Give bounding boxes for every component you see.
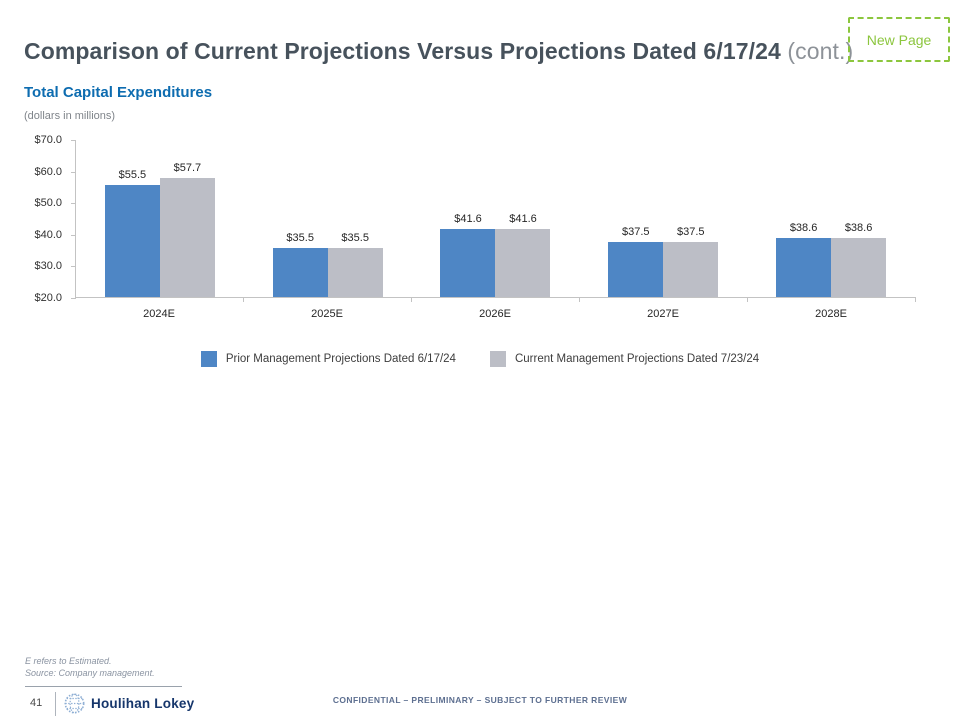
bar-groups: $55.5 $57.7 $35.5 $35.5 $41.6 $41.6 $37.5 $37.5…	[76, 140, 915, 297]
bar-wrap: $55.5	[104, 168, 160, 297]
x-tick-label: 2028E	[815, 308, 847, 320]
logo-text: Houlihan Lokey	[91, 696, 195, 711]
legend-item: Prior Management Projections Dated 6/17/…	[200, 351, 456, 367]
footnote-line: E refers to Estimated.	[25, 656, 112, 666]
y-tick-mark	[71, 298, 76, 299]
bar-chart: $70.0 $60.0 $50.0 $40.0 $30.0 $20.0 $55.5 $57.…	[20, 134, 917, 335]
bar	[104, 184, 160, 297]
bar-group: $41.6 $41.6	[412, 140, 580, 297]
bar-value-label: $57.7	[173, 161, 202, 174]
bar	[159, 177, 215, 297]
y-tick-mark	[71, 203, 76, 205]
bar-wrap: $35.5	[327, 232, 383, 297]
bar-wrap: $38.6	[776, 222, 832, 297]
bar-group: $37.5 $37.5	[579, 140, 747, 297]
bar-wrap: $57.7	[159, 161, 215, 297]
bar-value-label: $38.6	[789, 222, 818, 235]
legend: Prior Management Projections Dated 6/17/…	[0, 351, 960, 367]
x-tick-label: 2027E	[647, 308, 679, 320]
y-tick-label: $30.0	[34, 260, 62, 273]
bar-group: $38.6 $38.6	[747, 140, 915, 297]
company-logo: Houlihan Lokey	[64, 693, 194, 714]
bar-wrap: $41.6	[495, 212, 551, 297]
page-title-main: Comparison of Current Projections Versus…	[24, 38, 781, 64]
x-tick-label: 2025E	[311, 308, 343, 320]
bar-value-label: $55.5	[118, 168, 147, 181]
plot-area: $55.5 $57.7 $35.5 $35.5 $41.6 $41.6 $37.5 $37.5…	[71, 140, 916, 302]
bar-wrap: $35.5	[272, 232, 328, 297]
legend-swatch	[489, 351, 506, 367]
bar-wrap: $37.5	[608, 225, 664, 297]
footnotes: E refers to Estimated. Source: Company ma…	[25, 655, 155, 679]
y-axis: $70.0 $60.0 $50.0 $40.0 $30.0 $20.0	[20, 134, 62, 304]
bar	[663, 241, 719, 297]
confidential-notice: CONFIDENTIAL – PRELIMINARY – SUBJECT TO …	[332, 695, 628, 705]
x-tick-mark	[579, 297, 580, 302]
bar	[608, 241, 664, 297]
new-page-label: New Page	[866, 31, 932, 48]
page-number: 41	[30, 697, 43, 709]
bar	[831, 238, 887, 297]
bar-value-label: $35.5	[341, 232, 369, 245]
footnote-line: Source: Company management.	[25, 668, 155, 678]
bar-wrap: $37.5	[663, 225, 719, 297]
x-tick-mark	[747, 297, 748, 302]
bar-value-label: $35.5	[286, 232, 314, 245]
bar-group: $55.5 $57.7	[76, 140, 244, 297]
bar	[327, 248, 383, 297]
legend-item: Current Management Projections Dated 7/2…	[489, 351, 760, 367]
y-tick-label: $20.0	[34, 292, 62, 304]
globe-icon	[64, 693, 85, 714]
bar-wrap: $41.6	[440, 212, 496, 297]
bar-wrap: $38.6	[831, 222, 887, 297]
y-tick-label: $40.0	[34, 228, 62, 241]
new-page-badge: New Page	[848, 17, 950, 62]
y-tick-label: $50.0	[34, 197, 62, 210]
bar	[776, 238, 832, 297]
page-title: Comparison of Current Projections Versus…	[24, 38, 853, 65]
x-tick-label: 2024E	[143, 308, 175, 320]
chart-title: Total Capital Expenditures	[24, 84, 213, 101]
x-tick-mark	[411, 297, 412, 302]
units-note: (dollars in millions)	[24, 110, 116, 122]
bar	[495, 228, 551, 297]
y-tick-mark	[71, 266, 76, 268]
bar-value-label: $37.5	[622, 225, 650, 238]
x-tick-mark	[915, 297, 916, 302]
bar-group: $35.5 $35.5	[244, 140, 412, 297]
y-tick-label: $60.0	[34, 165, 62, 178]
legend-label: Prior Management Projections Dated 6/17/…	[225, 353, 456, 365]
bar-value-label: $41.6	[509, 212, 537, 225]
legend-swatch	[200, 351, 217, 367]
bar-value-label: $38.6	[844, 222, 873, 235]
y-tick-mark	[71, 171, 76, 173]
legend-label: Current Management Projections Dated 7/2…	[514, 353, 760, 365]
y-tick-label: $70.0	[34, 134, 62, 146]
bar	[272, 248, 328, 297]
bar-value-label: $41.6	[454, 212, 482, 225]
bar-value-label: $37.5	[677, 225, 705, 238]
footer-vertical-divider	[55, 692, 56, 716]
bar	[440, 228, 496, 297]
x-tick-label: 2026E	[479, 308, 511, 320]
x-axis-labels: 2024E 2025E 2026E 2027E 2028E	[75, 308, 915, 320]
y-tick-mark	[71, 140, 76, 141]
footer-divider	[25, 686, 182, 687]
y-tick-mark	[71, 234, 76, 236]
page-title-suffix: (cont.)	[787, 38, 854, 64]
x-tick-mark	[243, 297, 244, 302]
